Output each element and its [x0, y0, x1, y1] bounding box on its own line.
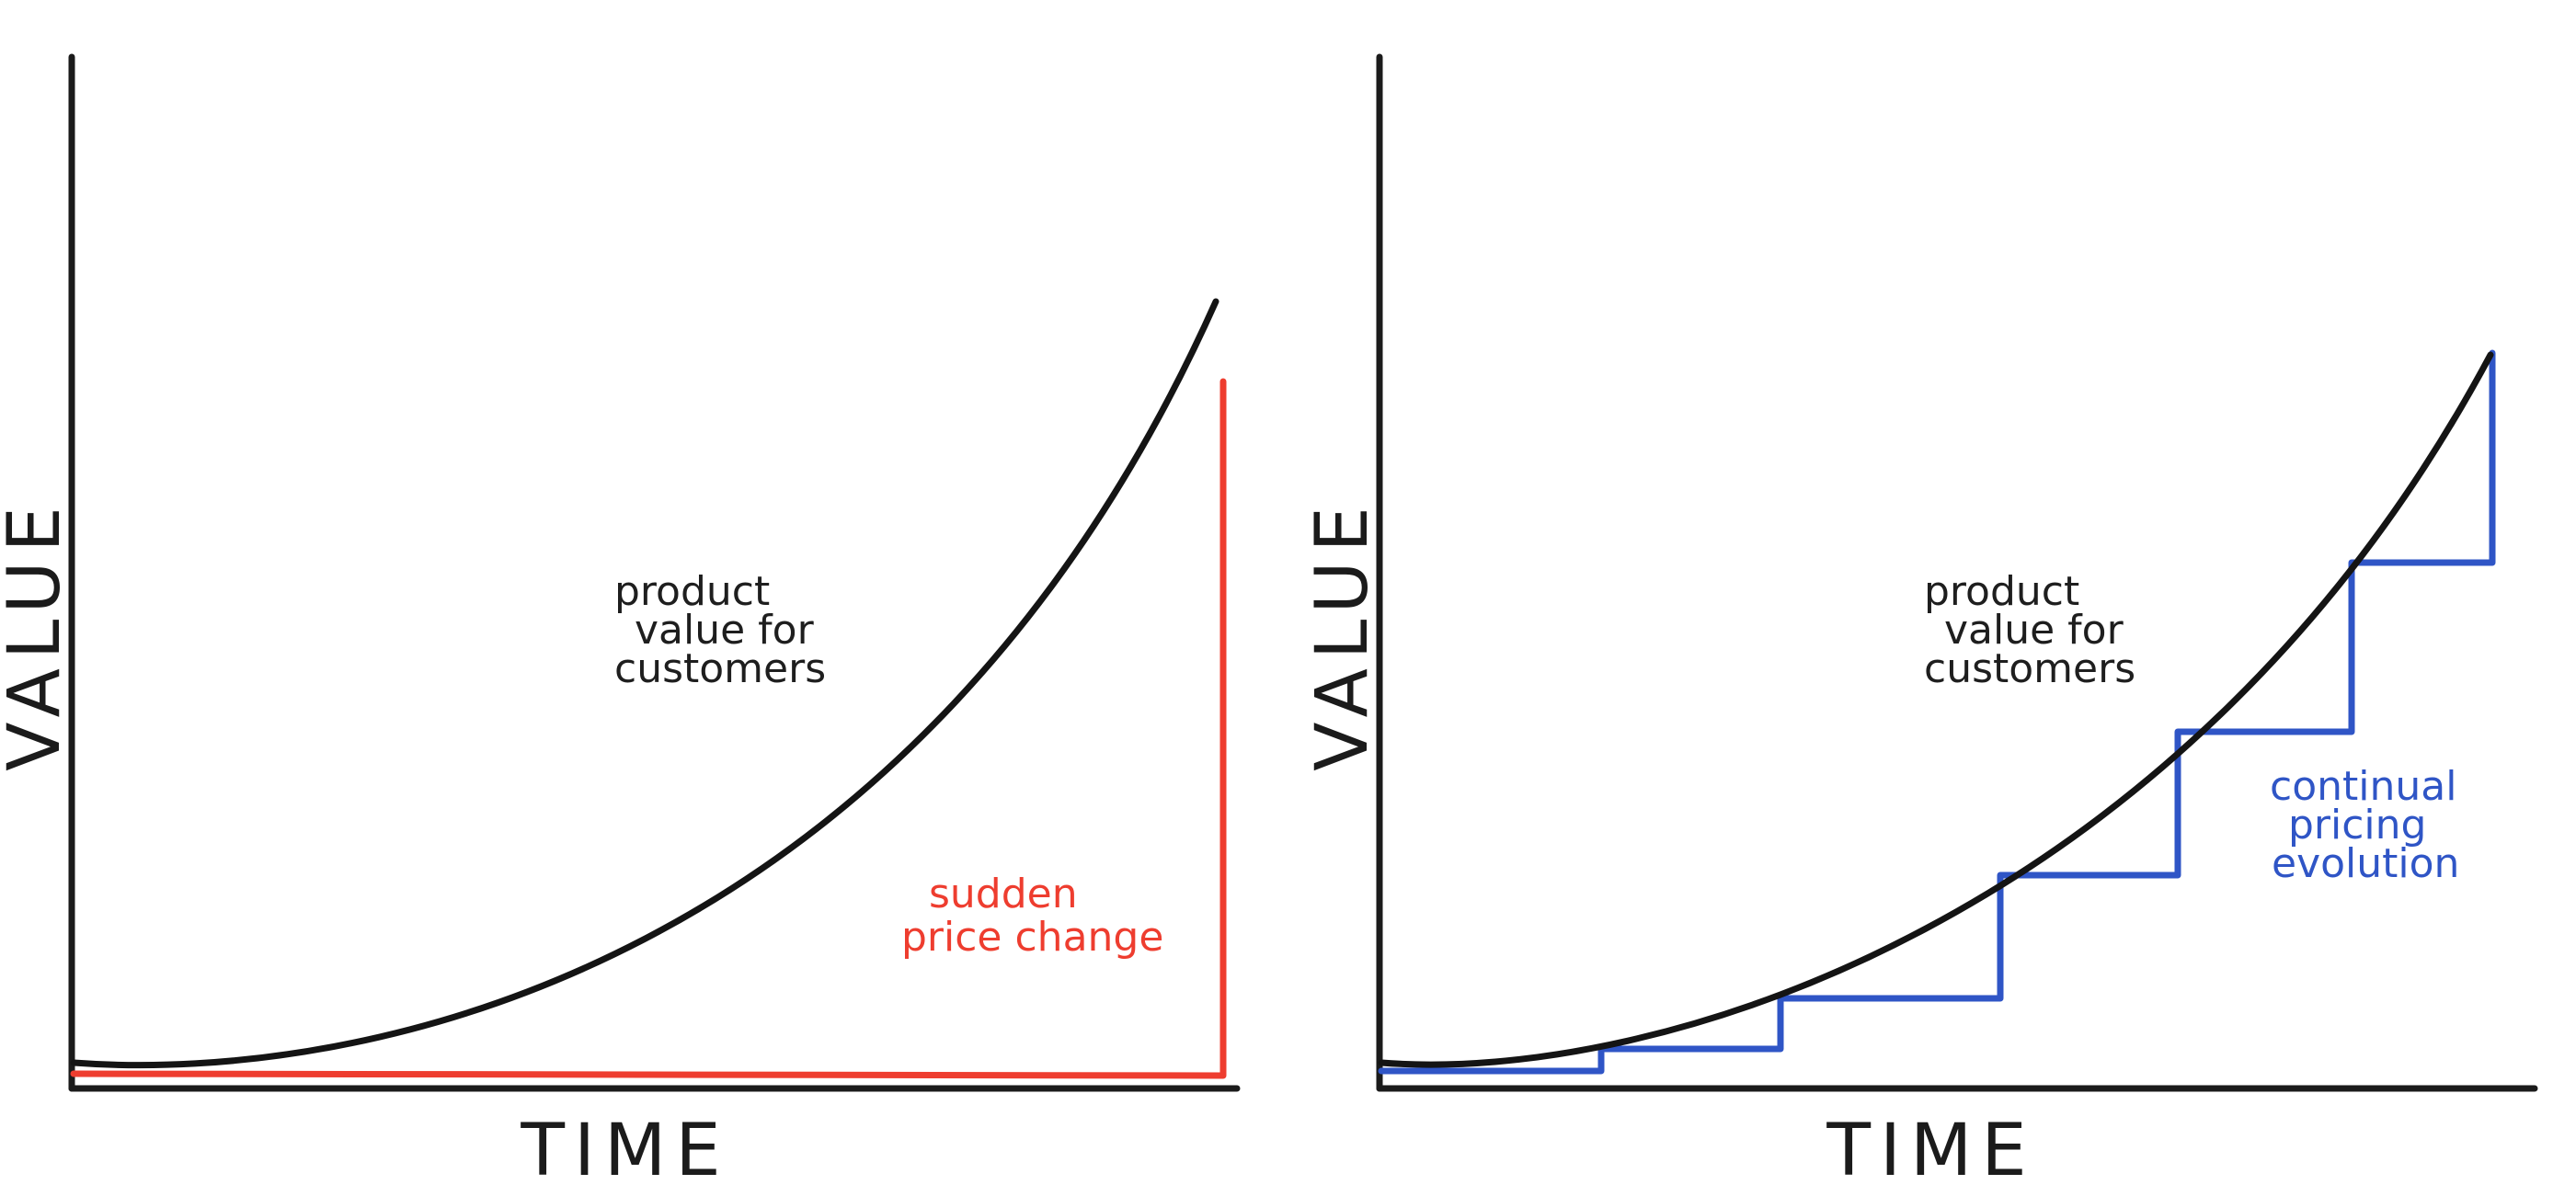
right-curve-label-line-2: value for [1944, 607, 2124, 654]
right-product-value-curve [1378, 351, 2494, 1068]
right-curve-label-line-1: product [1924, 568, 2079, 615]
left-price-label: sudden price change [901, 871, 1163, 961]
left-sudden-price-line [70, 378, 1227, 1079]
right-price-label-line-2: pricing [2288, 802, 2426, 849]
left-curve-label: product value for customers [614, 568, 827, 692]
left-curve-label-line-3: customers [614, 645, 826, 692]
left-panel: VALUE TIME product value for customers s… [0, 53, 1241, 1192]
right-continual-pricing-steps [1378, 349, 2496, 1075]
left-curve-label-line-2: value for [635, 607, 815, 654]
right-curve-label-line-3: customers [1924, 645, 2135, 692]
left-product-value-curve [70, 298, 1219, 1069]
right-curve-label: product value for customers [1924, 568, 2136, 692]
left-price-label-line-2: price change [901, 914, 1163, 961]
left-x-axis-title: TIME [520, 1110, 729, 1192]
right-price-label-line-3: evolution [2272, 840, 2459, 887]
left-y-axis-title: VALUE [0, 497, 76, 771]
right-price-label: continual pricing evolution [2270, 763, 2469, 887]
left-curve-label-line-1: product [614, 568, 770, 615]
right-y-axis-title: VALUE [1301, 497, 1384, 771]
right-x-axis-title: TIME [1826, 1110, 2035, 1192]
left-price-label-line-1: sudden [929, 871, 1078, 917]
right-panel: VALUE TIME product value for customers c… [1301, 53, 2538, 1192]
